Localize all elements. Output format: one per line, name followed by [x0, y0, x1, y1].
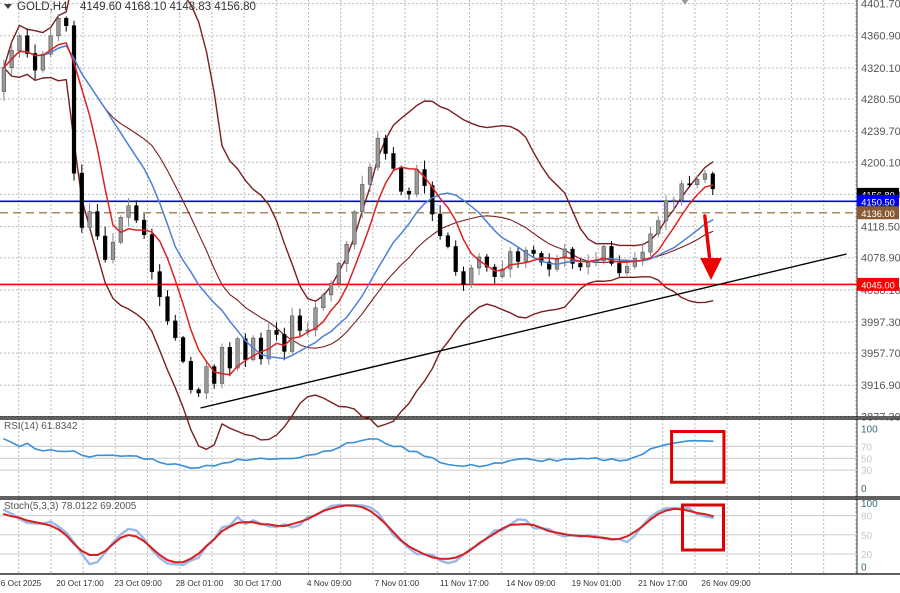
svg-text:21 Nov 17:00: 21 Nov 17:00: [638, 578, 688, 588]
svg-text:4280.50: 4280.50: [861, 94, 900, 106]
svg-text:50: 50: [861, 531, 873, 542]
svg-text:3877.30: 3877.30: [861, 411, 900, 423]
svg-text:100: 100: [861, 425, 878, 436]
svg-text:4150.50: 4150.50: [861, 197, 895, 207]
svg-text:16 Oct 2025: 16 Oct 2025: [0, 578, 42, 588]
svg-text:RSI(14) 61.8342: RSI(14) 61.8342: [4, 421, 78, 432]
svg-text:4118.50: 4118.50: [861, 222, 900, 234]
svg-text:100: 100: [861, 499, 878, 510]
svg-text:19 Nov 01:00: 19 Nov 01:00: [572, 578, 622, 588]
svg-text:Stoch(5,3,3) 78.0122 69.2005: Stoch(5,3,3) 78.0122 69.2005: [4, 501, 137, 512]
svg-text:4401.70: 4401.70: [861, 0, 900, 11]
svg-text:7 Nov 01:00: 7 Nov 01:00: [374, 578, 419, 588]
svg-text:4 Nov 09:00: 4 Nov 09:00: [307, 578, 352, 588]
svg-text:20: 20: [861, 550, 873, 561]
svg-text:4149.60 4168.10 4148.83 4156.8: 4149.60 4168.10 4148.83 4156.80: [80, 1, 256, 13]
svg-text:4239.70: 4239.70: [861, 126, 900, 138]
svg-text:30 Oct 17:00: 30 Oct 17:00: [234, 578, 282, 588]
svg-text:11 Nov 17:00: 11 Nov 17:00: [440, 578, 489, 588]
svg-text:4200.10: 4200.10: [861, 157, 900, 169]
svg-text:14 Nov 09:00: 14 Nov 09:00: [506, 578, 556, 588]
svg-text:4078.90: 4078.90: [861, 253, 900, 265]
svg-text:4136.00: 4136.00: [861, 209, 895, 219]
svg-text:4045.00: 4045.00: [861, 280, 895, 290]
svg-text:3957.70: 3957.70: [861, 348, 900, 360]
svg-text:70: 70: [861, 442, 873, 453]
svg-text:4320.10: 4320.10: [861, 63, 900, 75]
svg-text:3997.30: 3997.30: [861, 317, 900, 329]
svg-text:23 Oct 09:00: 23 Oct 09:00: [114, 578, 162, 588]
svg-text:0: 0: [861, 484, 867, 495]
svg-text:20 Oct 17:00: 20 Oct 17:00: [56, 578, 104, 588]
svg-text:80: 80: [861, 512, 873, 523]
svg-text:0: 0: [861, 563, 867, 574]
svg-text:26 Nov 09:00: 26 Nov 09:00: [701, 578, 751, 588]
svg-text:30: 30: [861, 466, 873, 477]
svg-text:GOLD,H4: GOLD,H4: [17, 1, 68, 13]
svg-text:28 Oct 01:00: 28 Oct 01:00: [176, 578, 224, 588]
svg-text:50: 50: [861, 454, 873, 465]
svg-text:4360.90: 4360.90: [861, 31, 900, 43]
svg-text:3916.90: 3916.90: [861, 380, 900, 392]
